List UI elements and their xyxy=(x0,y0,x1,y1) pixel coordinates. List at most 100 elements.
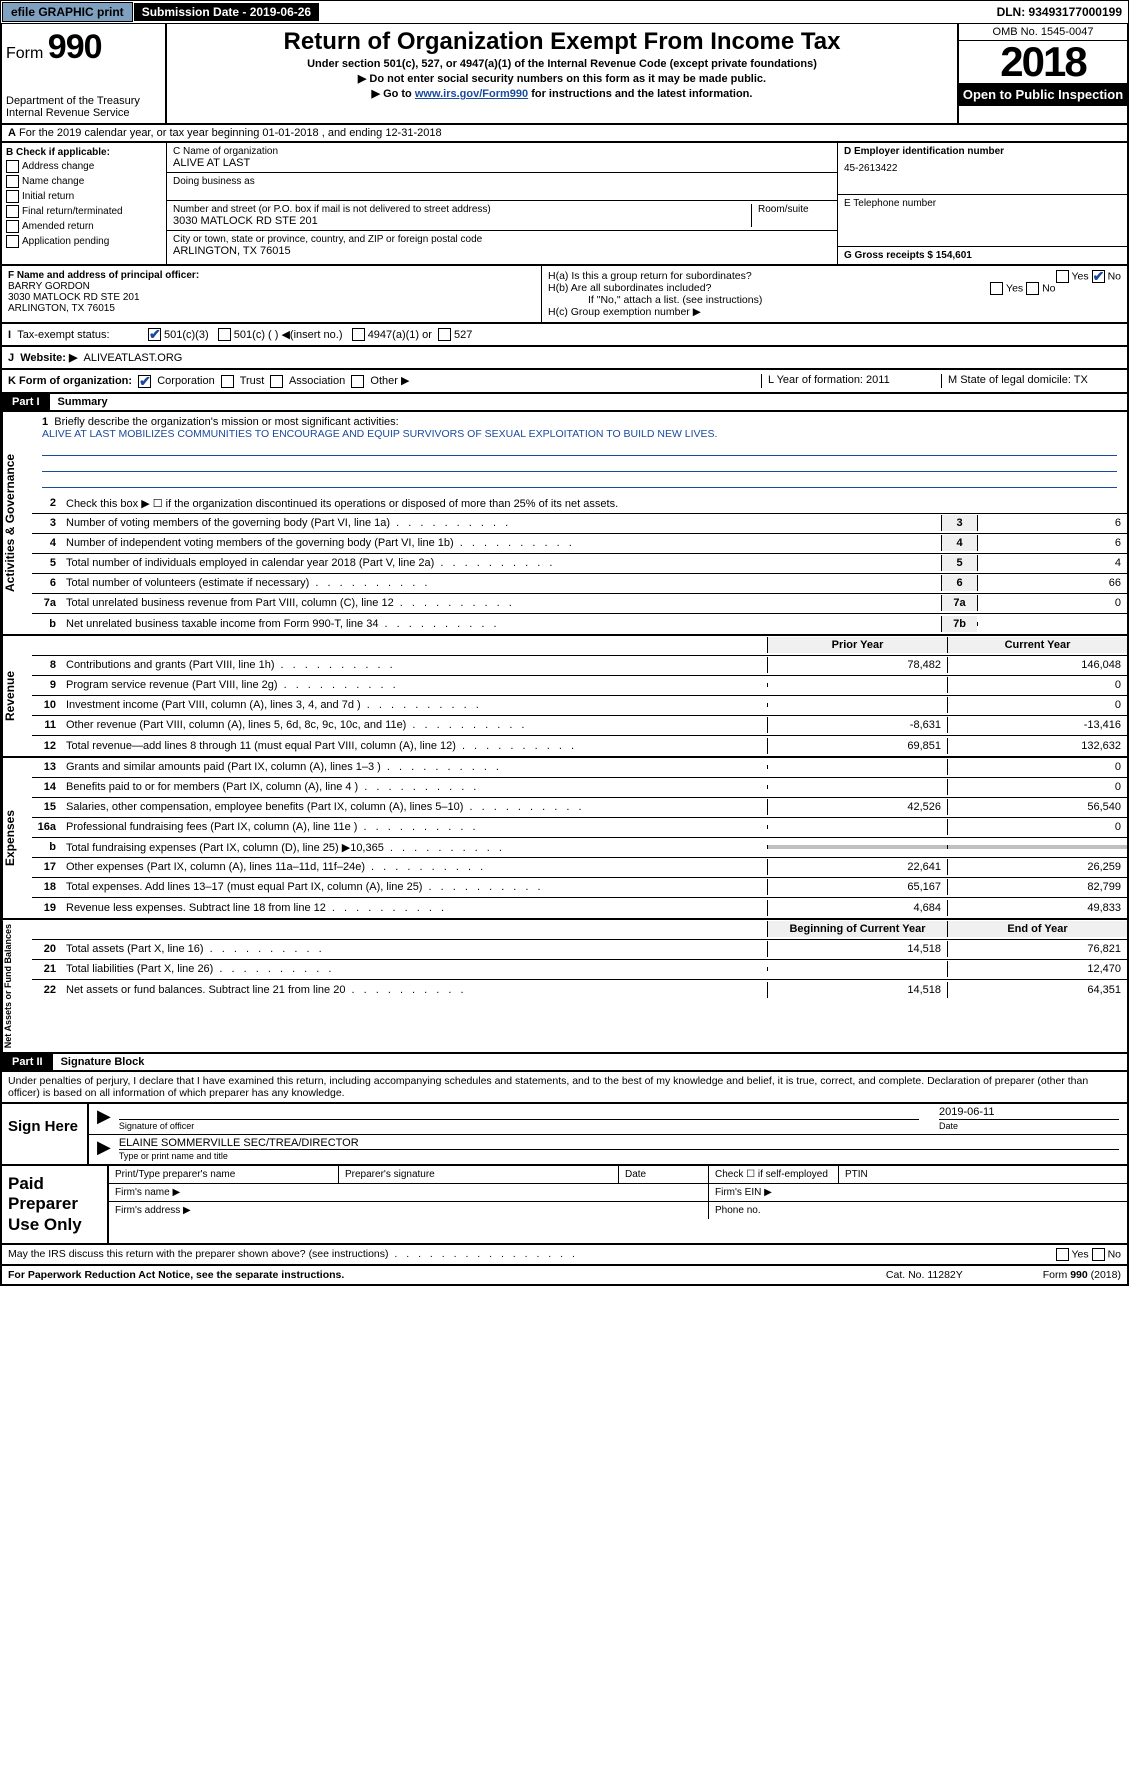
line-1-mission: 1 Briefly describe the organization's mi… xyxy=(32,412,1127,494)
preparer-sig-label: Preparer's signature xyxy=(339,1166,619,1183)
sidelabel-net-assets: Net Assets or Fund Balances xyxy=(2,920,32,1052)
section-expenses: Expenses 13 Grants and similar amounts p… xyxy=(0,758,1129,920)
paid-preparer-block: Paid Preparer Use Only Print/Type prepar… xyxy=(0,1166,1129,1245)
gov-line-6: 6 Total number of volunteers (estimate i… xyxy=(32,574,1127,594)
state-domicile: M State of legal domicile: TX xyxy=(941,374,1121,388)
section-governance: Activities & Governance 1 Briefly descri… xyxy=(0,412,1129,636)
tax-year: 2018 xyxy=(959,41,1127,83)
col-B: B Check if applicable: Address change Na… xyxy=(2,143,167,264)
chk-name-change[interactable]: Name change xyxy=(6,175,162,188)
chk-amended-return[interactable]: Amended return xyxy=(6,220,162,233)
gov-line-4: 4 Number of independent voting members o… xyxy=(32,534,1127,554)
Hc-label: H(c) Group exemption number ▶ xyxy=(548,306,1121,318)
gov-line-7a: 7a Total unrelated business revenue from… xyxy=(32,594,1127,614)
current-year-header: Current Year xyxy=(947,637,1127,653)
line-11: 11 Other revenue (Part VIII, column (A),… xyxy=(32,716,1127,736)
addr-label: Number and street (or P.O. box if mail i… xyxy=(173,204,751,215)
line-8: 8 Contributions and grants (Part VIII, l… xyxy=(32,656,1127,676)
line-14: 14 Benefits paid to or for members (Part… xyxy=(32,778,1127,798)
sig-date: 2019-06-11 xyxy=(939,1106,1119,1120)
officer-name: BARRY GORDON xyxy=(8,281,90,292)
subtitle-1: Under section 501(c), 527, or 4947(a)(1)… xyxy=(177,58,947,70)
preparer-date-label: Date xyxy=(619,1166,709,1183)
signature-block: Sign Here ▶ Signature of officer 2019-06… xyxy=(0,1104,1129,1166)
Hb-note: If "No," attach a list. (see instruction… xyxy=(548,294,1121,306)
col-C: C Name of organizationALIVE AT LAST Doin… xyxy=(167,143,837,264)
prior-year-header: Prior Year xyxy=(767,637,947,653)
na-header-row: Beginning of Current Year End of Year xyxy=(32,920,1127,940)
sig-date-label: Date xyxy=(939,1121,958,1131)
chk-initial-return[interactable]: Initial return xyxy=(6,190,162,203)
chk-527[interactable] xyxy=(438,328,451,341)
chk-corp[interactable] xyxy=(138,375,151,388)
line-12: 12 Total revenue—add lines 8 through 11 … xyxy=(32,736,1127,756)
line-22: 22 Net assets or fund balances. Subtract… xyxy=(32,980,1127,1000)
row-F-H: F Name and address of principal officer:… xyxy=(0,266,1129,324)
chk-trust[interactable] xyxy=(221,375,234,388)
chk-assoc[interactable] xyxy=(270,375,283,388)
name-arrow-icon: ▶ xyxy=(97,1137,111,1162)
org-name-label: C Name of organization xyxy=(173,146,831,157)
discuss-row: May the IRS discuss this return with the… xyxy=(0,1245,1129,1266)
form-title: Return of Organization Exempt From Incom… xyxy=(177,28,947,56)
ptin-label: PTIN xyxy=(839,1166,1127,1183)
discuss-yes[interactable] xyxy=(1056,1248,1069,1261)
dln: DLN: 93493177000199 xyxy=(997,5,1128,19)
line-15: 15 Salaries, other compensation, employe… xyxy=(32,798,1127,818)
firm-addr-label: Firm's address ▶ xyxy=(109,1202,709,1219)
end-year-header: End of Year xyxy=(947,921,1127,937)
paid-preparer-label: Paid Preparer Use Only xyxy=(2,1166,107,1243)
mission-text: ALIVE AT LAST MOBILIZES COMMUNITIES TO E… xyxy=(42,428,1117,440)
form-number: Form 990 xyxy=(6,28,161,67)
line-13: 13 Grants and similar amounts paid (Part… xyxy=(32,758,1127,778)
chk-501c3[interactable] xyxy=(148,328,161,341)
submission-date: Submission Date - 2019-06-26 xyxy=(134,3,319,21)
sidelabel-revenue: Revenue xyxy=(2,636,32,756)
subtitle-3: ▶ Go to www.irs.gov/Form990 for instruct… xyxy=(177,87,947,100)
firm-ein-label: Firm's EIN ▶ xyxy=(709,1184,1127,1201)
line-19: 19 Revenue less expenses. Subtract line … xyxy=(32,898,1127,918)
perjury-statement: Under penalties of perjury, I declare th… xyxy=(0,1072,1129,1104)
chk-address-change[interactable]: Address change xyxy=(6,160,162,173)
Ha-label: H(a) Is this a group return for subordin… xyxy=(548,270,752,282)
self-employed-label: Check ☐ if self-employed xyxy=(709,1166,839,1183)
pra-notice: For Paperwork Reduction Act Notice, see … xyxy=(8,1269,344,1281)
dba-label: Doing business as xyxy=(173,176,831,187)
chk-501c[interactable] xyxy=(218,328,231,341)
beginning-year-header: Beginning of Current Year xyxy=(767,921,947,937)
gross-receipts: G Gross receipts $ 154,601 xyxy=(844,250,972,261)
name-title-label: Type or print name and title xyxy=(119,1151,228,1161)
row-J: J Website: ▶ ALIVEATLAST.ORG xyxy=(0,347,1129,370)
line-20: 20 Total assets (Part X, line 16) 14,518… xyxy=(32,940,1127,960)
chk-other[interactable] xyxy=(351,375,364,388)
discuss-no[interactable] xyxy=(1092,1248,1105,1261)
year-formation: L Year of formation: 2011 xyxy=(761,374,941,388)
website-value: ALIVEATLAST.ORG xyxy=(84,352,183,364)
gov-line-5: 5 Total number of individuals employed i… xyxy=(32,554,1127,574)
officer-addr1: 3030 MATLOCK RD STE 201 xyxy=(8,292,140,303)
section-H: H(a) Is this a group return for subordin… xyxy=(542,266,1127,322)
open-inspection: Open to Public Inspection xyxy=(959,83,1127,106)
Hb-label: H(b) Are all subordinates included? xyxy=(548,282,711,294)
line-17: 17 Other expenses (Part IX, column (A), … xyxy=(32,858,1127,878)
phone-label: E Telephone number xyxy=(844,198,936,209)
org-name: ALIVE AT LAST xyxy=(173,157,831,169)
officer-addr2: ARLINGTON, TX 76015 xyxy=(8,303,115,314)
street-address: 3030 MATLOCK RD STE 201 xyxy=(173,215,751,227)
instructions-link[interactable]: www.irs.gov/Form990 xyxy=(415,88,528,100)
firm-name-label: Firm's name ▶ xyxy=(109,1184,709,1201)
officer-printed-name: ELAINE SOMMERVILLE SEC/TREA/DIRECTOR xyxy=(119,1137,1119,1150)
chk-final-return[interactable]: Final return/terminated xyxy=(6,205,162,218)
line-b: b Total fundraising expenses (Part IX, c… xyxy=(32,838,1127,858)
firm-phone-label: Phone no. xyxy=(709,1202,1127,1219)
part1-header: Part ISummary xyxy=(0,394,1129,412)
room-label: Room/suite xyxy=(758,204,831,215)
city-state-zip: ARLINGTON, TX 76015 xyxy=(173,245,831,257)
efile-button[interactable]: efile GRAPHIC print xyxy=(2,2,133,22)
section-net-assets: Net Assets or Fund Balances Beginning of… xyxy=(0,920,1129,1054)
line-9: 9 Program service revenue (Part VIII, li… xyxy=(32,676,1127,696)
chk-application-pending[interactable]: Application pending xyxy=(6,235,162,248)
section-F: F Name and address of principal officer:… xyxy=(2,266,542,322)
chk-4947[interactable] xyxy=(352,328,365,341)
footer-row: For Paperwork Reduction Act Notice, see … xyxy=(0,1266,1129,1286)
